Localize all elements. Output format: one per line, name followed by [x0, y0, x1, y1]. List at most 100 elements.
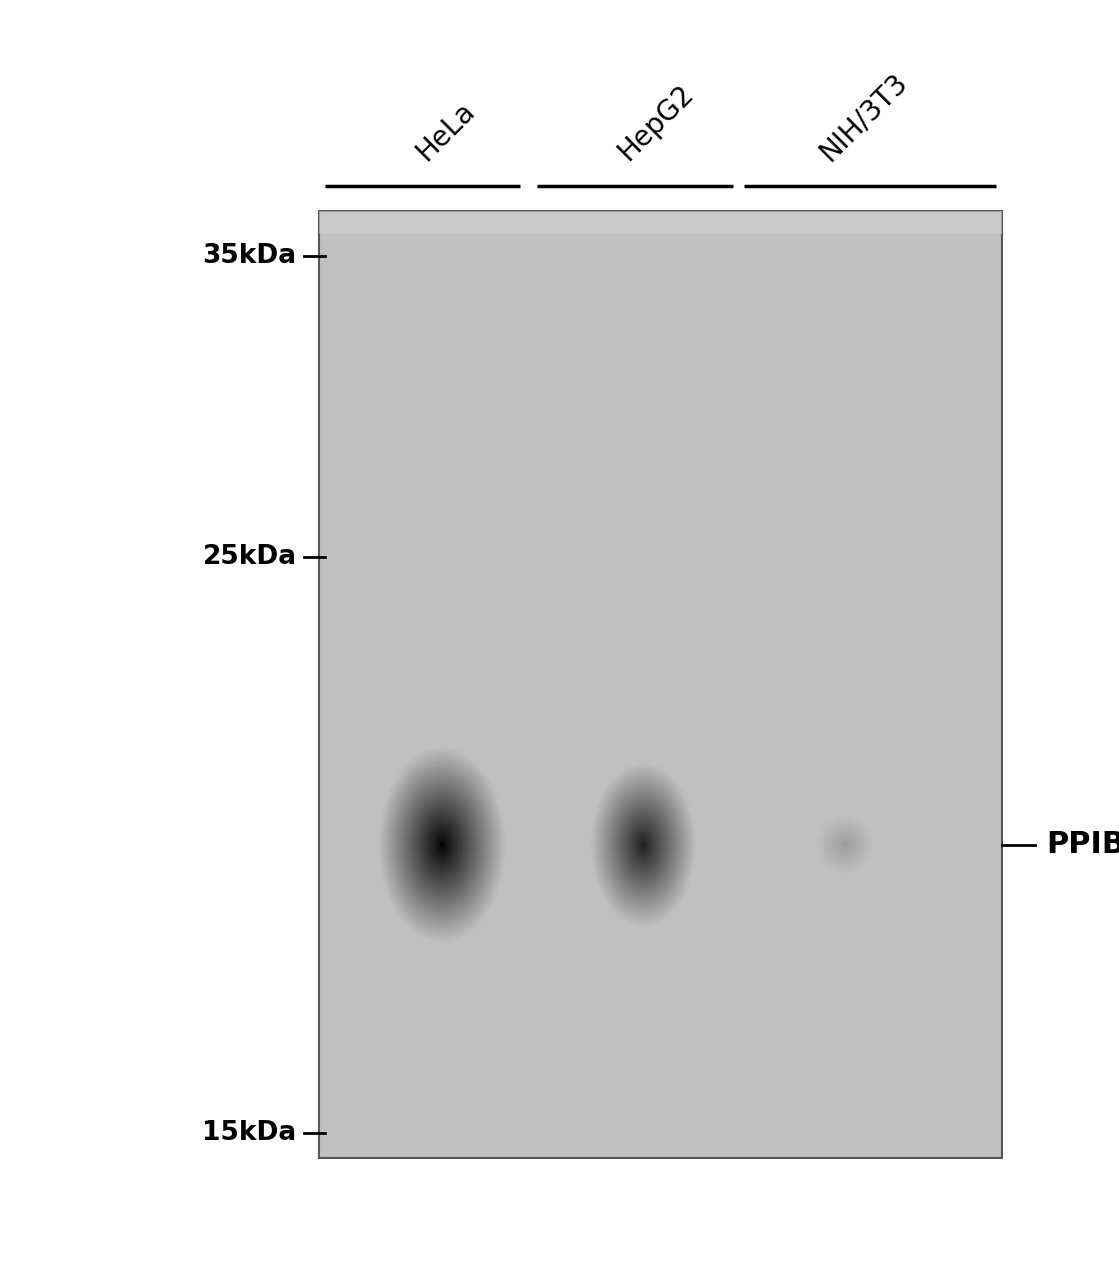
Ellipse shape: [618, 804, 669, 886]
Ellipse shape: [821, 820, 868, 869]
Ellipse shape: [624, 815, 662, 874]
Ellipse shape: [613, 797, 674, 892]
Ellipse shape: [429, 824, 455, 865]
Ellipse shape: [606, 787, 680, 902]
Ellipse shape: [834, 833, 856, 856]
Ellipse shape: [820, 819, 869, 870]
Ellipse shape: [604, 783, 683, 906]
Ellipse shape: [384, 755, 500, 934]
Ellipse shape: [841, 842, 848, 847]
Ellipse shape: [819, 818, 871, 872]
Ellipse shape: [639, 838, 648, 851]
Text: 25kDa: 25kDa: [203, 544, 297, 570]
Text: NIH/3T3: NIH/3T3: [814, 68, 913, 166]
Ellipse shape: [830, 829, 859, 860]
Ellipse shape: [844, 844, 846, 846]
Ellipse shape: [833, 832, 857, 858]
Ellipse shape: [397, 776, 487, 914]
Ellipse shape: [619, 806, 668, 883]
Text: PPIB: PPIB: [1046, 831, 1119, 859]
Ellipse shape: [399, 778, 485, 911]
Ellipse shape: [608, 790, 679, 900]
Ellipse shape: [838, 837, 852, 852]
Ellipse shape: [843, 842, 847, 847]
Ellipse shape: [840, 840, 849, 850]
Ellipse shape: [836, 836, 854, 854]
Ellipse shape: [818, 818, 872, 872]
Ellipse shape: [617, 803, 670, 887]
Ellipse shape: [610, 791, 677, 899]
Ellipse shape: [417, 806, 467, 883]
Ellipse shape: [601, 778, 686, 911]
Ellipse shape: [593, 765, 694, 924]
Ellipse shape: [622, 810, 665, 879]
Ellipse shape: [620, 809, 667, 881]
Ellipse shape: [642, 842, 645, 847]
Ellipse shape: [824, 823, 866, 867]
Ellipse shape: [378, 745, 506, 943]
Ellipse shape: [389, 763, 495, 927]
Ellipse shape: [817, 817, 873, 873]
Ellipse shape: [830, 829, 859, 860]
Ellipse shape: [828, 827, 862, 863]
Ellipse shape: [383, 753, 501, 937]
Ellipse shape: [410, 794, 474, 896]
Ellipse shape: [824, 823, 866, 867]
Ellipse shape: [612, 796, 675, 893]
Ellipse shape: [629, 822, 658, 868]
Ellipse shape: [421, 812, 463, 878]
Ellipse shape: [404, 786, 480, 904]
Ellipse shape: [422, 814, 462, 876]
Ellipse shape: [591, 762, 696, 928]
Ellipse shape: [837, 837, 853, 852]
Ellipse shape: [632, 828, 655, 861]
Ellipse shape: [614, 800, 673, 890]
Ellipse shape: [829, 828, 861, 861]
Ellipse shape: [835, 835, 855, 855]
Ellipse shape: [822, 822, 867, 868]
Ellipse shape: [595, 771, 692, 919]
Bar: [319, 211, 1002, 234]
Ellipse shape: [626, 817, 661, 873]
Ellipse shape: [844, 844, 846, 846]
Ellipse shape: [630, 823, 657, 867]
Ellipse shape: [642, 844, 645, 846]
Ellipse shape: [600, 777, 687, 913]
Ellipse shape: [834, 833, 856, 856]
Ellipse shape: [393, 768, 491, 922]
Ellipse shape: [637, 835, 650, 855]
Ellipse shape: [840, 841, 849, 849]
Ellipse shape: [594, 768, 693, 922]
Ellipse shape: [827, 827, 863, 863]
Ellipse shape: [391, 765, 493, 924]
Ellipse shape: [828, 828, 862, 861]
Ellipse shape: [380, 750, 504, 940]
Ellipse shape: [396, 773, 488, 916]
Ellipse shape: [623, 813, 664, 877]
Ellipse shape: [387, 760, 497, 929]
Ellipse shape: [839, 838, 850, 851]
Ellipse shape: [638, 836, 649, 854]
Ellipse shape: [394, 771, 490, 919]
Ellipse shape: [633, 829, 653, 860]
Ellipse shape: [602, 781, 685, 909]
Ellipse shape: [414, 801, 470, 888]
Ellipse shape: [431, 827, 453, 863]
Ellipse shape: [415, 804, 469, 886]
Ellipse shape: [439, 840, 445, 850]
Ellipse shape: [841, 841, 848, 849]
Ellipse shape: [434, 832, 450, 858]
Ellipse shape: [820, 819, 869, 870]
Ellipse shape: [821, 822, 868, 868]
Ellipse shape: [432, 829, 452, 860]
Ellipse shape: [605, 785, 681, 905]
Ellipse shape: [438, 837, 446, 852]
Ellipse shape: [826, 826, 864, 864]
Ellipse shape: [831, 831, 858, 859]
Ellipse shape: [435, 835, 449, 855]
Ellipse shape: [631, 826, 656, 864]
Ellipse shape: [406, 788, 478, 901]
Ellipse shape: [403, 783, 481, 906]
Ellipse shape: [379, 748, 505, 942]
Ellipse shape: [592, 764, 695, 925]
